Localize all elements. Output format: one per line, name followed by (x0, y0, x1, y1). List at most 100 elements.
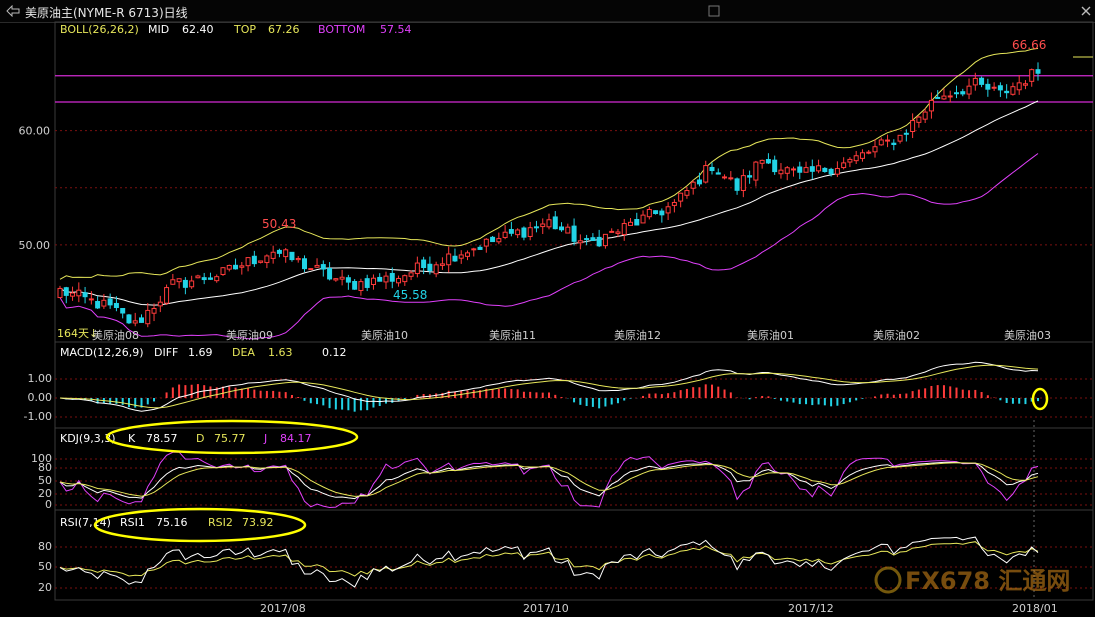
candle-body (327, 268, 333, 280)
candle-body (891, 142, 897, 145)
candle-body (797, 166, 803, 173)
candle-body (665, 206, 671, 214)
candle-body (439, 263, 445, 266)
candle-body (646, 208, 652, 218)
macd-y-tick: 0.00 (28, 391, 53, 404)
candle-body (283, 249, 289, 258)
candle-body (82, 292, 88, 298)
candle-body (602, 233, 608, 247)
candle-body (834, 168, 840, 175)
rsi-indicator-label: RSI(7,14) (60, 516, 111, 529)
boll-bottom-line (59, 153, 1039, 340)
candle-body (1035, 69, 1041, 74)
kdj-y-tick: 20 (38, 487, 52, 500)
rsi-y-tick: 50 (38, 560, 52, 573)
candle-body (847, 158, 853, 163)
rsi1-line (59, 536, 1039, 588)
candle-body (822, 167, 828, 172)
rsi1-label: RSI1 (120, 516, 145, 529)
candle-body (157, 301, 163, 307)
kdj-highlight-ellipse (105, 419, 359, 455)
close-icon[interactable] (1080, 5, 1092, 17)
candle-body (577, 240, 583, 244)
candle-body (565, 226, 571, 234)
candle-body (615, 231, 621, 234)
window-title: 美原油主(NYME-R 6713)日线 (25, 6, 188, 20)
candle-group (57, 62, 1041, 328)
kdj-d-value: 75.77 (214, 432, 246, 445)
candle-body (954, 92, 959, 95)
candle-body (1022, 83, 1028, 86)
candle-body (377, 276, 383, 282)
grid-lines (55, 130, 1093, 589)
month-labels: 美原油08 美原油09 美原油10 美原油11 美原油12 美原油01 美原油0… (92, 328, 1051, 342)
candle-body (816, 165, 822, 172)
candle-body (684, 190, 690, 196)
candle-body (533, 226, 539, 229)
candle-body (220, 267, 226, 275)
candle-body (402, 275, 408, 283)
candle-body (195, 275, 201, 279)
candle-body (960, 91, 966, 95)
candle-body (483, 238, 489, 247)
macd-hist-value: 0.12 (322, 346, 347, 359)
x-axis-label: 2018/01 (1012, 602, 1058, 615)
span-label: 164天↓ (57, 327, 98, 340)
candle-body (458, 254, 464, 259)
candle-body (966, 85, 972, 95)
candle-body (76, 289, 82, 297)
candle-body (1010, 86, 1016, 95)
watermark: FX678 汇通网 (874, 566, 1070, 595)
last-high-label: 66.66 (1012, 38, 1046, 52)
candle-body (809, 166, 815, 172)
candle-body (496, 238, 502, 243)
candle-body (1016, 82, 1022, 91)
candle-body (352, 280, 358, 290)
candle-body (979, 77, 985, 85)
candle-body (928, 99, 934, 112)
back-arrow-icon[interactable] (6, 5, 20, 17)
candle-body (590, 237, 596, 241)
x-axis-label: 2017/10 (523, 602, 569, 615)
candle-body (502, 231, 508, 238)
macd-dea-label: DEA (232, 346, 255, 359)
candle-body (640, 214, 646, 224)
scroll-handle-icon[interactable] (708, 5, 720, 17)
month-label: 美原油08 (92, 328, 139, 342)
candle-body (596, 236, 602, 247)
candle-body (803, 167, 809, 173)
candle-body (885, 139, 891, 142)
candle-body (690, 181, 696, 189)
candle-body (941, 95, 947, 100)
x-axis-label: 2017/08 (260, 602, 306, 615)
candle-body (972, 77, 978, 86)
candle-body (170, 279, 176, 285)
candle-body (709, 166, 715, 172)
candle-body (339, 276, 345, 280)
candle-body (233, 264, 239, 270)
candle-body (490, 236, 496, 243)
candle-body (747, 175, 753, 178)
candle-body (841, 162, 847, 169)
macd-diff-value: 1.69 (188, 346, 213, 359)
boll-top-label: TOP (233, 23, 256, 36)
kdj-k-value: 78.57 (146, 432, 178, 445)
candle-body (791, 168, 796, 171)
macd-diff-line (59, 361, 1039, 412)
candle-body (866, 151, 872, 154)
candle-body (88, 298, 94, 301)
candle-body (101, 299, 107, 307)
month-label: 美原油12 (614, 328, 661, 342)
candle-body (414, 262, 420, 275)
candle-body (859, 152, 865, 159)
candle-body (126, 314, 132, 324)
candle-body (671, 201, 677, 206)
candle-body (521, 227, 527, 238)
candle-body (634, 219, 640, 226)
candle-body (935, 96, 941, 99)
candle-body (828, 168, 834, 175)
candle-body (333, 278, 339, 281)
macd-indicator-label: MACD(12,26,9) (60, 346, 144, 359)
candle-body (653, 210, 659, 215)
